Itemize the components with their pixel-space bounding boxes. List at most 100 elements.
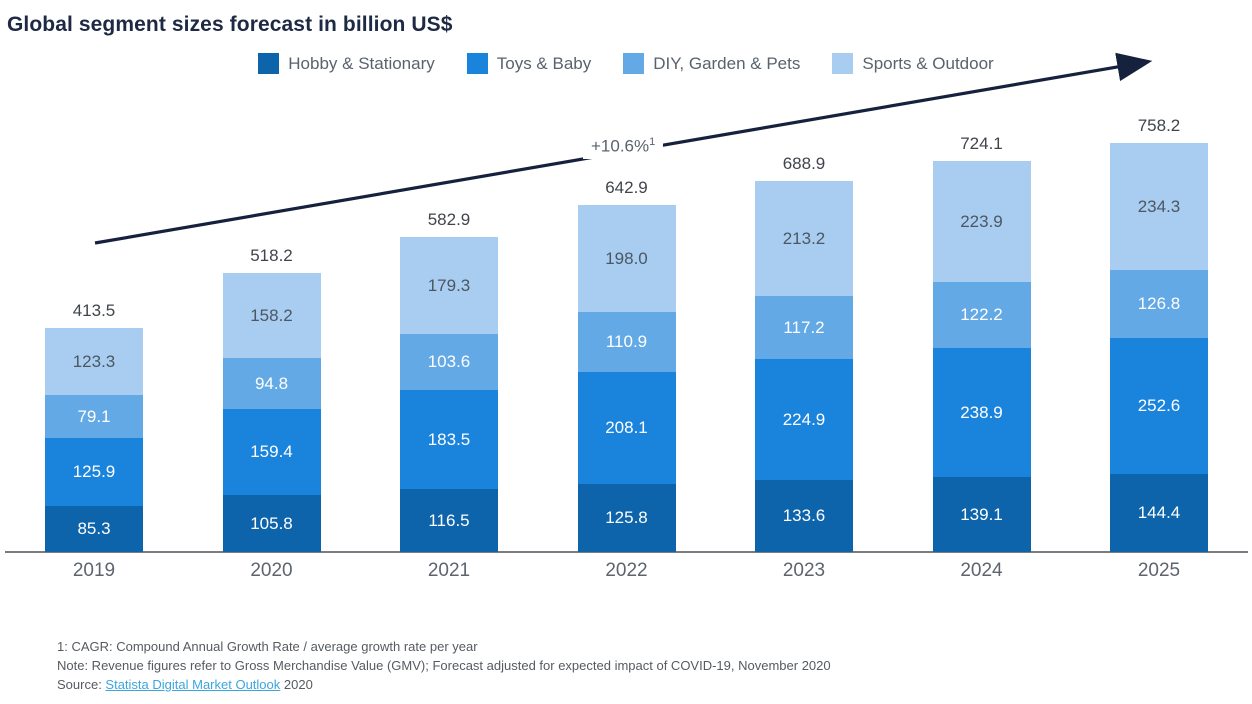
bar-segment-value: 85.3: [77, 519, 111, 538]
bar-segment-value: 94.8: [254, 373, 289, 393]
bar-group: 642.9 198.0 110.9 208.1 125.8: [577, 178, 676, 552]
source-suffix: 2020: [280, 677, 313, 692]
bar-group: 582.9 179.3 103.6 183.5 116.5: [400, 210, 498, 552]
bar-stack: 179.3 103.6 183.5 116.5: [400, 237, 498, 552]
bar-segment-value: 116.5: [428, 510, 470, 530]
bar-segment: 133.6: [755, 480, 853, 552]
legend-label: Sports & Outdoor: [862, 53, 994, 73]
x-axis-tick-label: 2022: [605, 560, 648, 581]
footnote-source: Source: Statista Digital Market Outlook …: [57, 675, 831, 694]
bar-segment-value: 105.8: [250, 513, 293, 533]
bar-segment: 213.2: [755, 181, 853, 296]
bar-group: 688.9 213.2 117.2 224.9 133.6: [755, 154, 853, 552]
bar-total-label: 582.9: [427, 210, 471, 229]
bar-segment: 105.8: [222, 495, 321, 552]
growth-annotation-value: +10.6%: [591, 136, 650, 156]
bar-total-label: 688.9: [782, 154, 826, 173]
bar-segment: 125.9: [45, 438, 143, 506]
bar-segment-value: 159.4: [250, 442, 293, 461]
bar-segment: 144.4: [1110, 474, 1208, 552]
bar-segment-value: 158.2: [250, 305, 293, 325]
legend-swatch-icon: [832, 53, 854, 74]
bar-segment-value: 238.9: [960, 402, 1003, 422]
x-axis-tick-label: 2025: [1137, 560, 1181, 581]
bar-segment-value: 110.9: [605, 332, 648, 351]
bar-segment-value: 183.5: [427, 429, 471, 449]
bar-total-label: 724.1: [960, 134, 1003, 153]
bar-group: 724.1 223.9 122.2 238.9 139.1: [932, 134, 1031, 552]
bar-segment: 79.1: [45, 395, 143, 438]
bar-stack: 158.2 94.8 159.4 105.8: [222, 273, 321, 552]
source-prefix: Source:: [57, 677, 106, 692]
bar-segment: 183.5: [400, 390, 498, 489]
bar-segment-value: 103.6: [427, 352, 471, 371]
bar-segment: 252.6: [1110, 338, 1208, 474]
bar-segment: 117.2: [755, 296, 853, 359]
page-title: Global segment sizes forecast in billion…: [7, 13, 453, 36]
bar-segment-value: 208.1: [605, 418, 648, 437]
bar-segment-value: 139.1: [960, 504, 1003, 524]
bar-segment: 122.2: [932, 282, 1031, 348]
footnote-note: Note: Revenue figures refer to Gross Mer…: [57, 658, 831, 673]
legend-item: Sports & Outdoor: [832, 53, 994, 74]
bar-segment-value: 126.8: [1137, 294, 1181, 313]
bar-total-label: 642.9: [605, 178, 648, 197]
bar-total-label: 758.2: [1137, 116, 1181, 135]
bar-segment: 234.3: [1110, 143, 1208, 270]
bar-segment: 116.5: [400, 489, 498, 552]
bars-row: 413.5 123.3 79.1 125.9 85.3 518.2 158.2 94.8 159…: [45, 115, 1208, 552]
legend-label: DIY, Garden & Pets: [653, 53, 801, 73]
x-axis-tick-label: 2021: [427, 560, 471, 581]
x-axis-tick-label: 2020: [250, 560, 293, 581]
bar-segment: 198.0: [577, 205, 676, 312]
x-axis-tick-label: 2024: [960, 560, 1003, 581]
bar-total-label: 518.2: [250, 246, 293, 265]
bar-segment-value: 122.2: [960, 305, 1003, 324]
bar-segment: 110.9: [577, 312, 676, 372]
bar-segment-value: 213.2: [782, 228, 826, 248]
legend: Hobby & Stationary Toys & Baby DIY, Garden…: [0, 53, 1252, 74]
bar-segment: 126.8: [1110, 270, 1208, 338]
bar-segment-value: 179.3: [427, 275, 471, 295]
bar-segment: 179.3: [400, 237, 498, 334]
bar-segment-value: 234.3: [1137, 196, 1181, 216]
bar-segment-value: 117.2: [783, 317, 825, 337]
bar-total-label: 413.5: [72, 301, 116, 320]
bar-segment: 123.3: [45, 328, 143, 395]
x-axis-line: [5, 551, 1248, 553]
bar-segment-value: 224.9: [782, 409, 826, 429]
bar-segment-value: 144.4: [1137, 503, 1181, 522]
legend-item: Toys & Baby: [466, 53, 592, 74]
legend-swatch-icon: [258, 53, 280, 74]
x-axis-labels: 2019 2020 2021 2022 2023 2024 2025: [45, 560, 1208, 582]
bar-group: 518.2 158.2 94.8 159.4 105.8: [222, 246, 321, 552]
bar-segment: 94.8: [222, 358, 321, 409]
legend-swatch-icon: [466, 53, 488, 74]
bar-segment: 103.6: [400, 334, 498, 390]
bar-segment: 125.8: [577, 484, 676, 552]
legend-item: DIY, Garden & Pets: [623, 53, 800, 74]
bar-segment-value: 223.9: [960, 211, 1003, 231]
x-axis-tick-label: 2023: [782, 560, 826, 581]
bar-segment-value: 79.1: [77, 406, 111, 426]
bar-segment-value: 252.6: [1137, 396, 1181, 415]
footnotes: 1: CAGR: Compound Annual Growth Rate / a…: [57, 637, 831, 694]
bar-segment-value: 198.0: [605, 248, 648, 268]
bar-segment: 223.9: [932, 161, 1031, 282]
bar-segment: 85.3: [45, 506, 143, 552]
bar-stack: 234.3 126.8 252.6 144.4: [1110, 143, 1208, 552]
legend-label: Toys & Baby: [496, 53, 592, 73]
bar-segment: 238.9: [932, 348, 1031, 477]
bar-segment: 224.9: [755, 359, 853, 480]
bar-stack: 123.3 79.1 125.9 85.3: [45, 328, 143, 552]
legend-label: Hobby & Stationary: [288, 53, 435, 73]
bar-stack: 223.9 122.2 238.9 139.1: [932, 161, 1031, 552]
bar-segment-value: 125.9: [72, 462, 116, 481]
bar-group: 758.2 234.3 126.8 252.6 144.4: [1110, 116, 1208, 552]
bar-segment-value: 123.3: [72, 351, 116, 371]
bar-segment: 139.1: [932, 477, 1031, 552]
source-link[interactable]: Statista Digital Market Outlook: [105, 677, 281, 692]
legend-swatch-icon: [623, 53, 645, 74]
bar-segment-value: 125.8: [605, 508, 648, 527]
x-axis-tick-label: 2019: [72, 560, 116, 581]
